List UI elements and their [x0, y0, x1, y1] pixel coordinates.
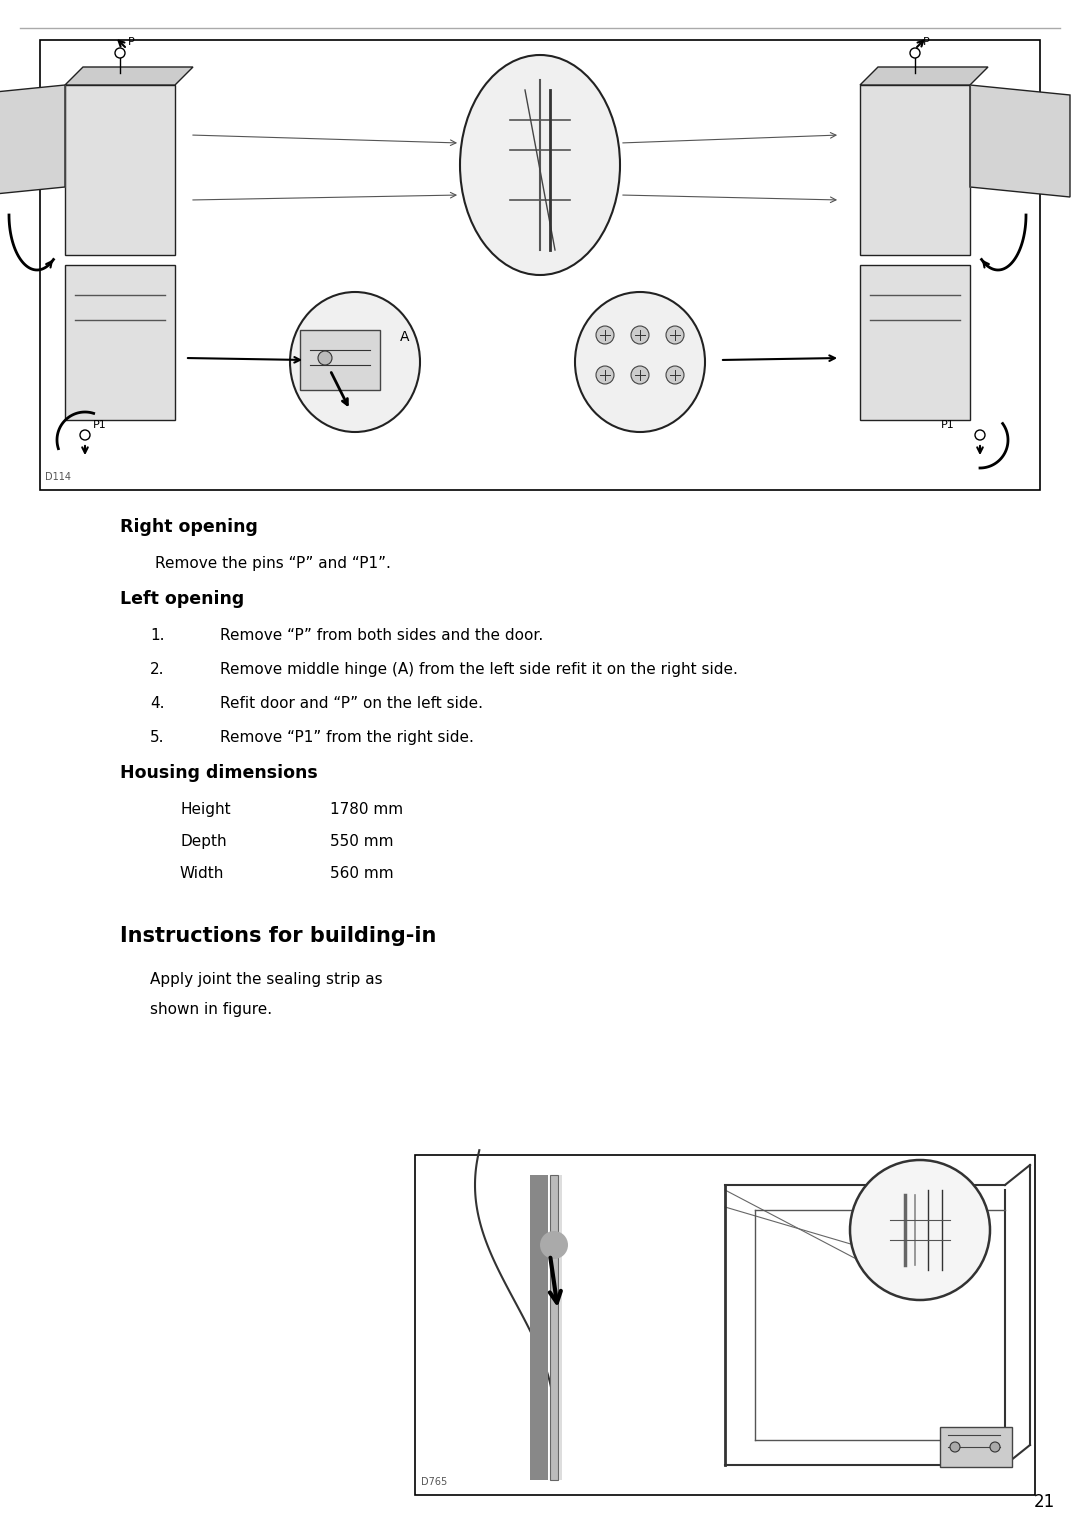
Circle shape: [631, 326, 649, 344]
Polygon shape: [970, 86, 1070, 197]
Circle shape: [950, 1442, 960, 1453]
Bar: [860, 86, 970, 255]
Text: Housing dimensions: Housing dimensions: [120, 764, 318, 781]
Text: 550 mm: 550 mm: [330, 833, 393, 849]
Circle shape: [631, 365, 649, 384]
Text: 1780 mm: 1780 mm: [330, 803, 403, 816]
Circle shape: [80, 430, 90, 440]
Circle shape: [114, 47, 125, 58]
Circle shape: [975, 430, 985, 440]
Circle shape: [666, 365, 684, 384]
Bar: [65, 265, 175, 420]
Text: 560 mm: 560 mm: [330, 865, 393, 881]
Circle shape: [540, 1231, 568, 1258]
Polygon shape: [65, 67, 193, 86]
Bar: [415, 1154, 1035, 1495]
Bar: [559, 1174, 562, 1480]
Text: Instructions for building-in: Instructions for building-in: [120, 927, 436, 946]
Text: shown in figure.: shown in figure.: [150, 1001, 272, 1017]
Text: 21: 21: [1034, 1492, 1055, 1511]
Circle shape: [850, 1161, 990, 1300]
Text: Width: Width: [180, 865, 225, 881]
Circle shape: [596, 365, 615, 384]
Text: 5.: 5.: [150, 729, 164, 745]
Text: Refit door and “P” on the left side.: Refit door and “P” on the left side.: [220, 696, 483, 711]
Circle shape: [596, 326, 615, 344]
Text: Left opening: Left opening: [120, 590, 244, 609]
Bar: [940, 1427, 1012, 1466]
Text: Remove middle hinge (A) from the left side refit it on the right side.: Remove middle hinge (A) from the left si…: [220, 662, 738, 677]
Text: P1: P1: [93, 420, 107, 430]
Circle shape: [990, 1442, 1000, 1453]
Text: A: A: [400, 330, 409, 344]
Text: 4.: 4.: [150, 696, 164, 711]
Text: 2.: 2.: [150, 662, 164, 677]
Text: Right opening: Right opening: [120, 518, 258, 537]
Circle shape: [910, 47, 920, 58]
Text: Apply joint the sealing strip as: Apply joint the sealing strip as: [150, 972, 382, 988]
Text: P: P: [129, 37, 135, 47]
Bar: [40, 40, 1040, 489]
Text: P1: P1: [942, 420, 955, 430]
Text: Remove “P1” from the right side.: Remove “P1” from the right side.: [220, 729, 474, 745]
Circle shape: [318, 352, 332, 365]
Text: P: P: [923, 37, 930, 47]
Polygon shape: [0, 86, 65, 197]
Bar: [300, 330, 380, 390]
Ellipse shape: [460, 55, 620, 275]
Bar: [530, 1174, 548, 1480]
Bar: [550, 1174, 558, 1480]
Ellipse shape: [291, 292, 420, 433]
Text: Remove the pins “P” and “P1”.: Remove the pins “P” and “P1”.: [156, 557, 391, 570]
Text: Remove “P” from both sides and the door.: Remove “P” from both sides and the door.: [220, 628, 543, 644]
Text: Height: Height: [180, 803, 231, 816]
Bar: [860, 265, 970, 420]
Ellipse shape: [575, 292, 705, 433]
Text: D765: D765: [421, 1477, 447, 1488]
Bar: [65, 86, 175, 255]
Text: D114: D114: [45, 472, 71, 482]
Circle shape: [666, 326, 684, 344]
Text: Depth: Depth: [180, 833, 227, 849]
Polygon shape: [860, 67, 988, 86]
Text: 1.: 1.: [150, 628, 164, 644]
